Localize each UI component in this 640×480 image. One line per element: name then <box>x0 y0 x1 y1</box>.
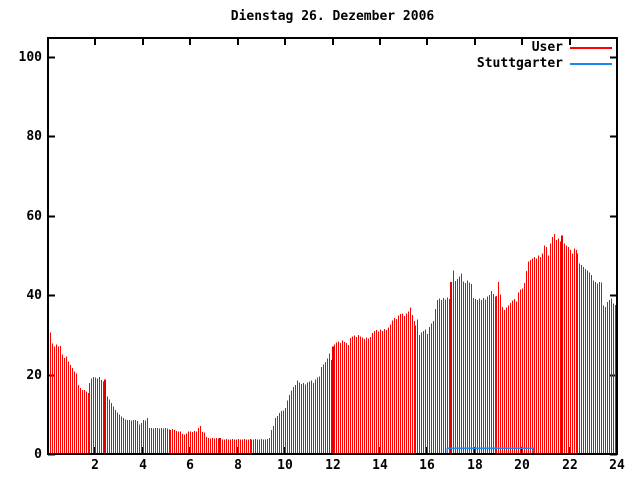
legend-line-sample-user <box>570 46 612 49</box>
legend-item-stuttgarter: Stuttgarter <box>477 56 612 71</box>
legend-item-user: User <box>477 40 612 55</box>
x-tick-label: 12 <box>325 458 341 473</box>
legend-label-stuttgarter: Stuttgarter <box>476 56 563 71</box>
x-tick-label: 14 <box>372 458 388 473</box>
x-tick-label: 16 <box>419 458 435 473</box>
y-tick-label: 100 <box>18 50 42 65</box>
plot-border <box>47 37 618 455</box>
x-tick-label: 8 <box>234 458 242 473</box>
x-tick-label: 10 <box>277 458 293 473</box>
x-tick-label: 24 <box>609 458 625 473</box>
legend-line-sample-stuttgarter <box>570 62 612 65</box>
x-tick-label: 18 <box>467 458 483 473</box>
user-impulses <box>50 233 618 454</box>
legend: User Stuttgarter <box>477 40 612 71</box>
x-tick-label: 2 <box>91 458 99 473</box>
y-tick-label: 20 <box>26 368 42 383</box>
legend-label-user: User <box>531 40 563 55</box>
chart-title: Dienstag 26. Dezember 2006 <box>230 9 435 24</box>
y-tick-label: 60 <box>26 209 42 224</box>
x-tick-label: 20 <box>514 458 530 473</box>
y-tick-label: 0 <box>34 447 42 462</box>
y-tick-label: 80 <box>26 129 42 144</box>
x-tick-label: 22 <box>562 458 578 473</box>
x-tick-label: 4 <box>139 458 147 473</box>
y-tick-label: 40 <box>26 288 42 303</box>
x-tick-label: 6 <box>186 458 194 473</box>
